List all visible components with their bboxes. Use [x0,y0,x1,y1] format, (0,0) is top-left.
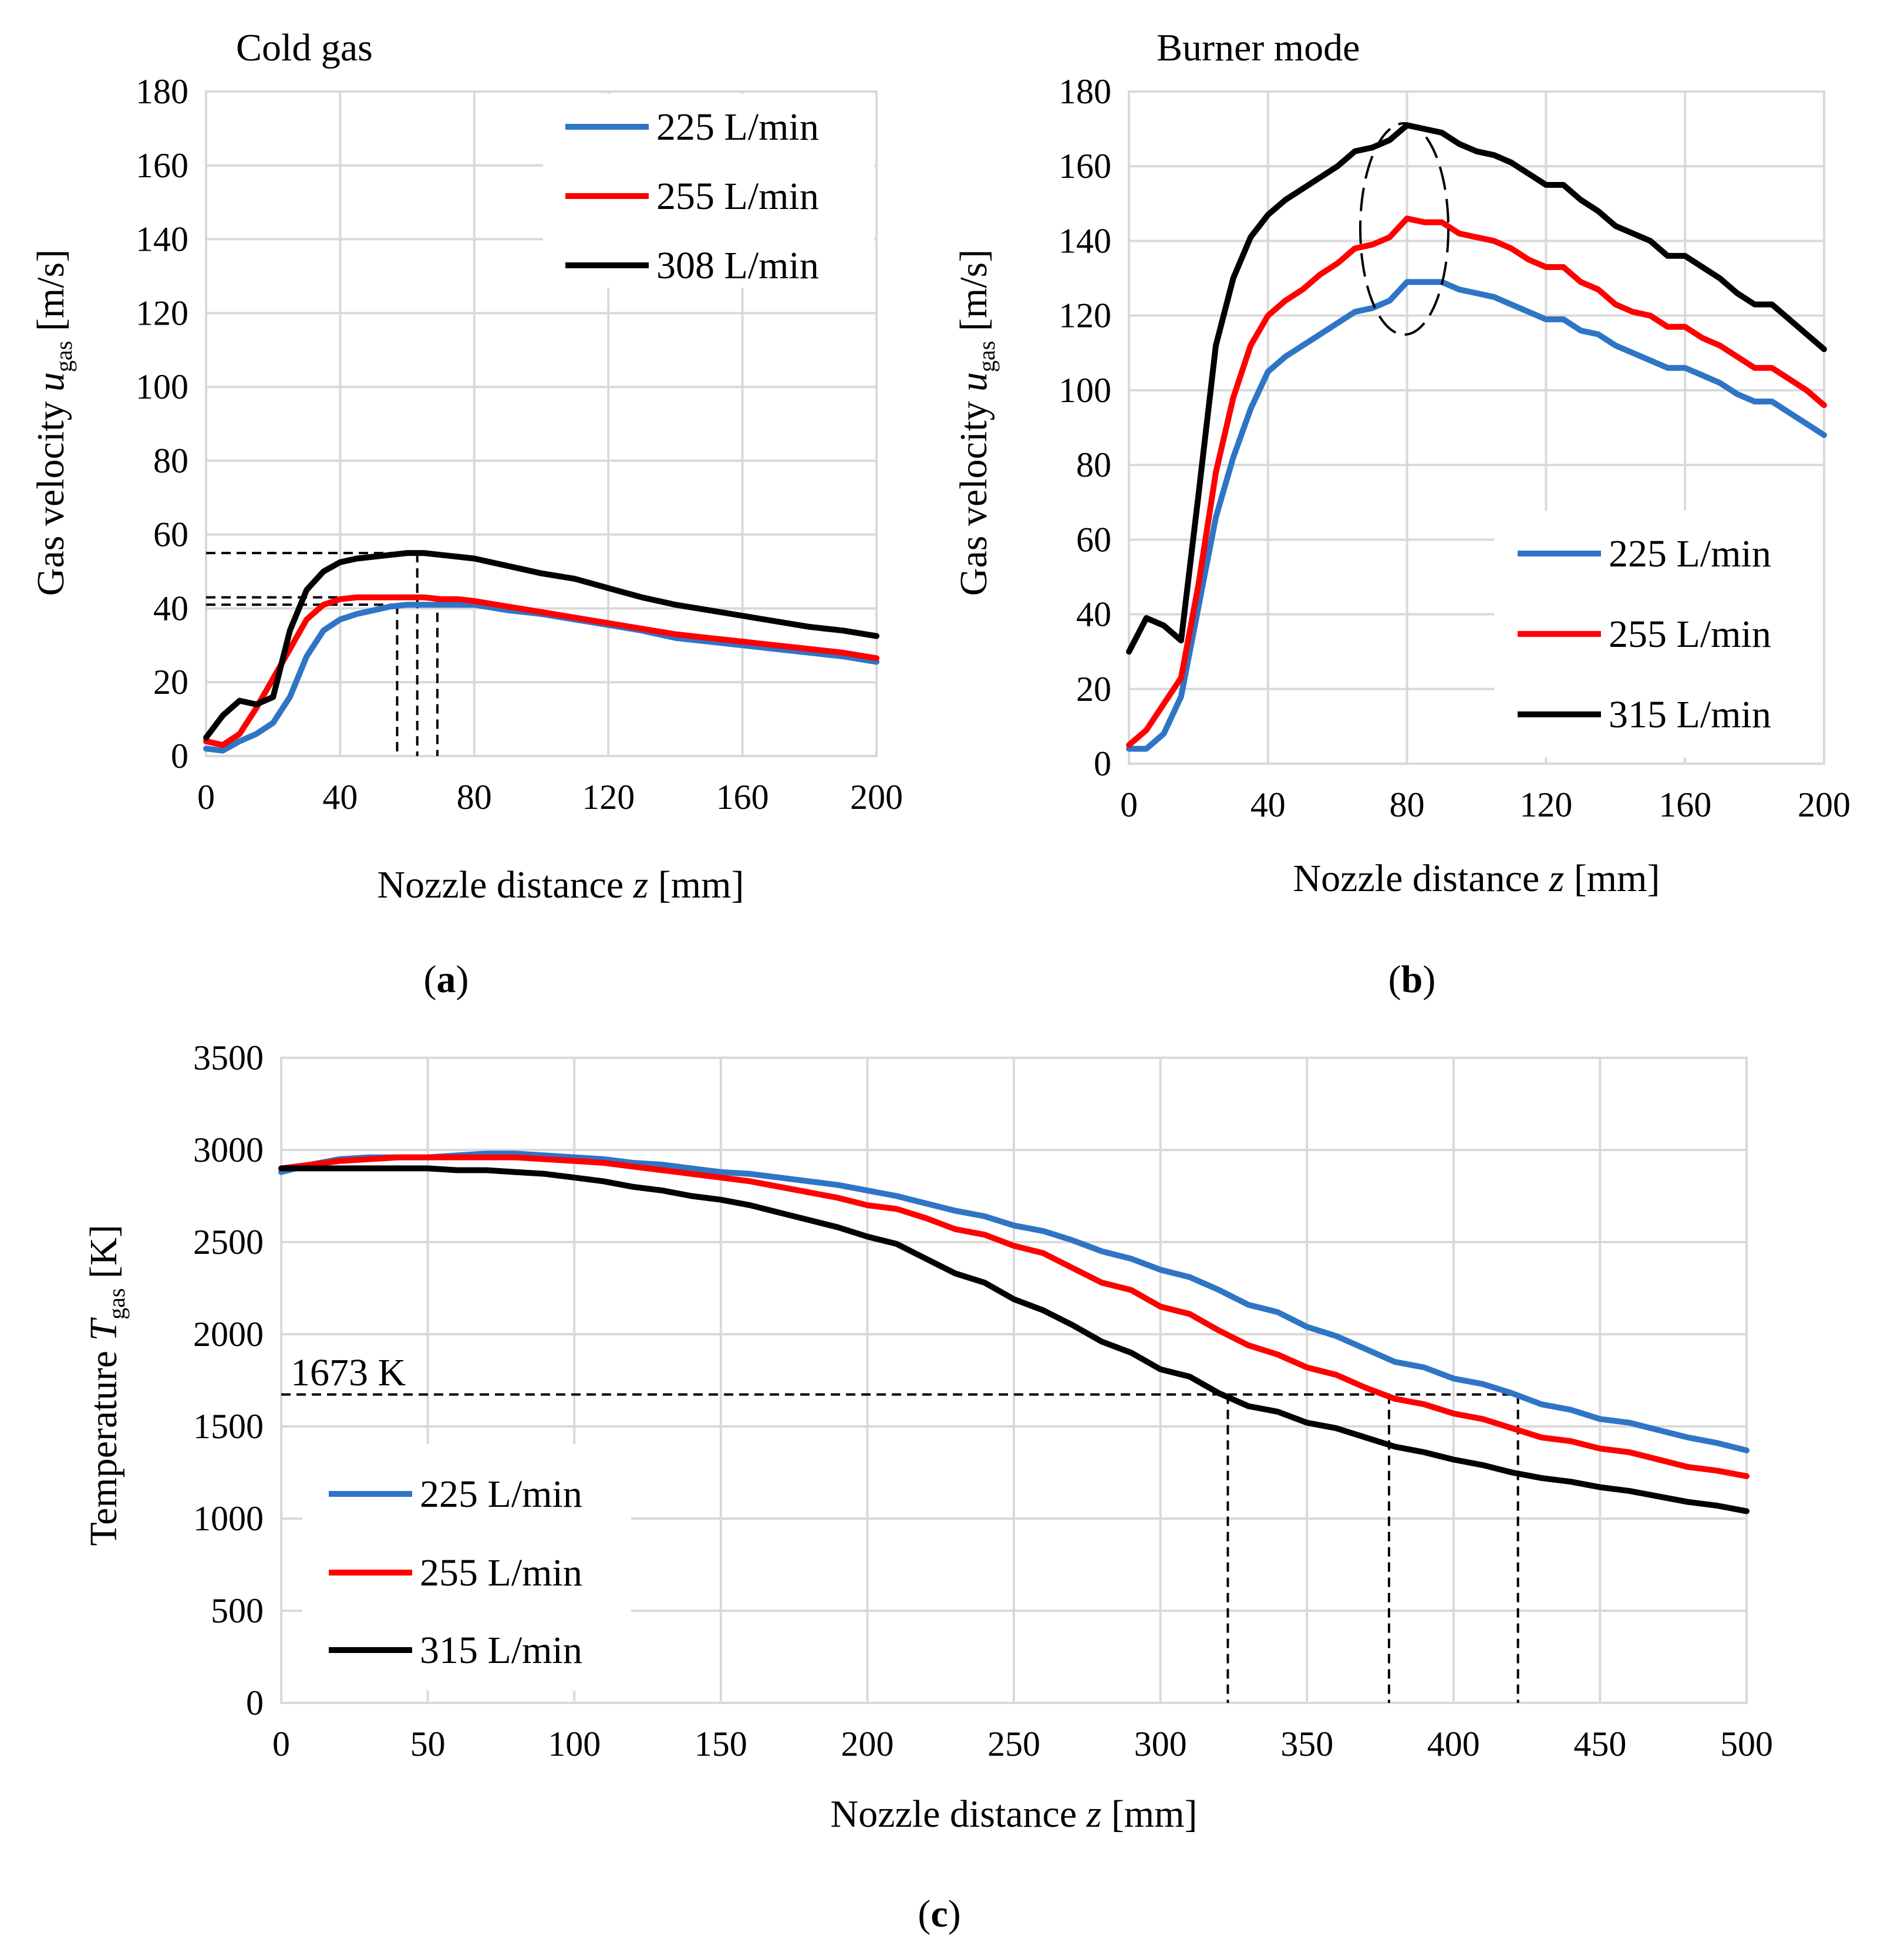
y-axis-title-b: Gas velocity ugas [m/s] [952,249,1000,596]
y-tick-label: 120 [136,294,188,332]
x-tick-labels-a: 0 40 80 120 160 200 [197,778,903,817]
x-axis-title-b: Nozzle distance z [mm] [1293,857,1660,900]
y-tick-labels-a: 0 20 40 60 80 100 120 140 160 180 [136,72,188,775]
legend-label-b-315: 315 L/min [1609,693,1771,736]
x-tick-label: 40 [322,778,358,817]
y-tick-label: 1500 [193,1407,264,1446]
y-tick-label: 2000 [193,1315,264,1354]
y-tick-label: 140 [1059,221,1111,260]
legend-label-c-315: 315 L/min [420,1629,582,1672]
y-tick-label: 80 [1076,446,1111,484]
y-tick-label: 180 [136,72,188,111]
x-tick-label: 350 [1280,1725,1333,1763]
legend-c: 225 L/min 255 L/min 315 L/min [302,1444,631,1691]
caption-c: (c) [918,1892,960,1935]
series-group-c [278,1151,1750,1514]
series-line-315lmin [1126,122,1827,655]
y-tick-label: 140 [136,220,188,259]
y-tick-label: 0 [171,737,188,775]
y-axis-title-a: Gas velocity ugas [m/s] [29,249,77,596]
series-line-225lmin [203,602,879,754]
legend-label-a-225: 225 L/min [656,106,819,149]
legend-a: 225 L/min 255 L/min 308 L/min [543,94,874,288]
reference-label-1673k: 1673 K [291,1351,406,1394]
y-tick-label: 500 [211,1591,264,1630]
peak-highlight-ellipse [1359,122,1450,336]
x-tick-label: 160 [716,778,769,817]
legend-label-a-308: 308 L/min [656,244,819,287]
x-tick-label: 100 [548,1725,601,1763]
legend-label-c-225: 225 L/min [420,1473,582,1516]
x-tick-label: 300 [1134,1725,1187,1763]
x-tick-label: 120 [582,778,635,817]
panel-title-a: Cold gas [236,26,373,69]
y-tick-label: 3000 [193,1131,264,1169]
panel-title-b: Burner mode [1157,26,1360,69]
series-group-b [1126,122,1827,752]
y-tick-label: 80 [153,441,188,480]
x-tick-label: 160 [1659,785,1711,824]
x-tick-label: 150 [695,1725,747,1763]
x-tick-label: 200 [1798,785,1850,824]
y-tick-labels-b: 0 20 40 60 80 100 120 140 160 180 [1059,72,1111,783]
legend-label-c-255: 255 L/min [420,1551,582,1594]
x-tick-label: 450 [1573,1725,1626,1763]
y-tick-label: 160 [1059,147,1111,185]
y-tick-labels-c: 0 500 1000 1500 2000 2500 3000 3500 [193,1038,264,1722]
x-tick-label: 0 [272,1725,290,1763]
y-tick-label: 20 [1076,670,1111,709]
series-line-315lmin [278,1165,1750,1514]
y-tick-label: 100 [1059,371,1111,410]
caption-a: (a) [424,958,469,1001]
y-tick-label: 100 [136,367,188,406]
series-line-255lmin [278,1154,1750,1479]
caption-b: (b) [1388,958,1436,1001]
y-axis-title-c: Temperature Tgas [K] [82,1224,130,1546]
x-tick-label: 50 [410,1725,446,1763]
y-tick-label: 60 [1076,520,1111,559]
panel-c: 0 500 1000 1500 2000 2500 3000 3500 0 50 100 150 20… [82,1038,1773,1935]
y-tick-label: 0 [1094,744,1111,783]
x-tick-label: 80 [1390,785,1425,824]
y-tick-label: 120 [1059,296,1111,335]
y-tick-label: 40 [1076,595,1111,634]
x-tick-label: 0 [197,778,215,817]
x-tick-labels-c: 0 50 100 150 200 250 300 350 400 450 500 [272,1725,1773,1763]
reference-lines-a [206,552,439,756]
x-axis-title-a: Nozzle distance z [mm] [377,863,744,906]
x-tick-label: 120 [1519,785,1572,824]
x-tick-labels-b: 0 40 80 120 160 200 [1120,785,1850,824]
x-tick-label: 200 [841,1725,894,1763]
legend-label-a-255: 255 L/min [656,175,819,218]
x-tick-label: 40 [1250,785,1286,824]
y-tick-label: 180 [1059,72,1111,111]
y-tick-label: 60 [153,515,188,554]
x-tick-label: 0 [1120,785,1138,824]
x-axis-title-c: Nozzle distance z [mm] [831,1793,1198,1836]
series-group-a [203,550,879,754]
legend-label-b-225: 225 L/min [1609,532,1771,575]
x-tick-label: 500 [1720,1725,1773,1763]
y-tick-label: 0 [246,1684,264,1722]
x-tick-label: 200 [850,778,903,817]
series-line-225lmin [1126,279,1827,752]
y-tick-label: 2500 [193,1223,264,1261]
legend-b: 225 L/min 255 L/min 315 L/min [1494,511,1823,757]
series-line-308lmin [203,550,879,741]
series-line-255lmin [1126,215,1827,748]
y-tick-label: 20 [153,663,188,701]
y-tick-label: 3500 [193,1038,264,1077]
y-tick-label: 1000 [193,1499,264,1538]
x-tick-label: 400 [1427,1725,1480,1763]
y-tick-label: 40 [153,589,188,628]
y-tick-label: 160 [136,146,188,185]
x-tick-label: 80 [457,778,492,817]
legend-label-b-255: 255 L/min [1609,613,1771,656]
x-tick-label: 250 [987,1725,1040,1763]
series-line-225lmin [278,1151,1750,1453]
